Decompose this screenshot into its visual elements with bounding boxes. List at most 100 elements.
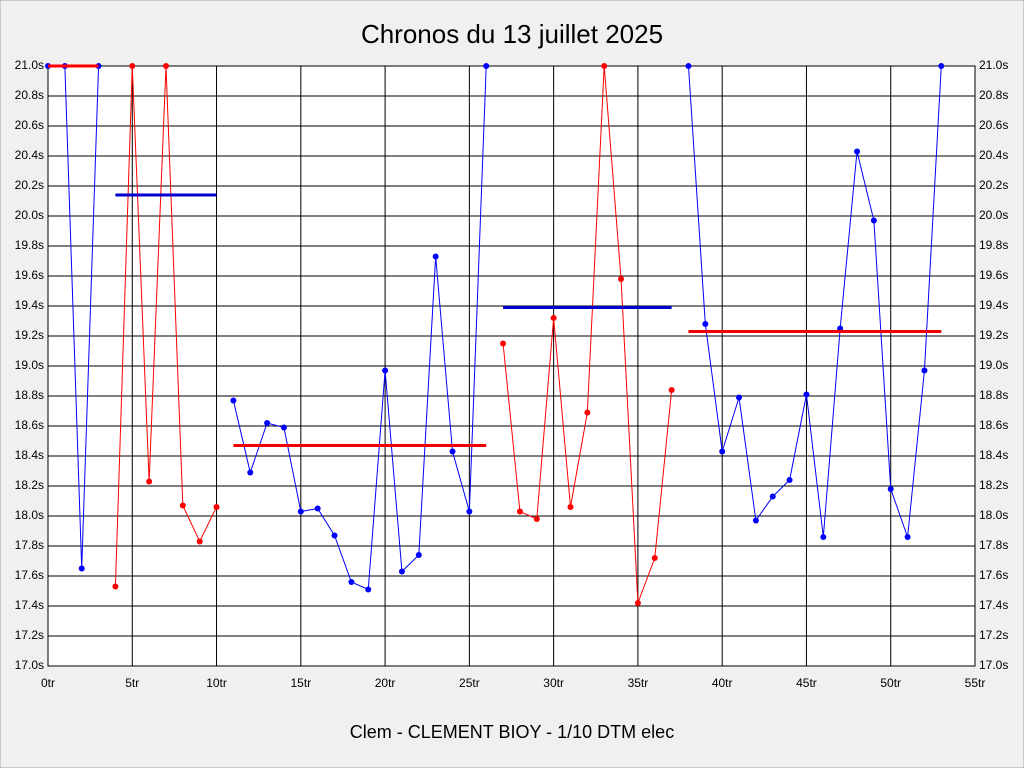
- data-point: [415, 552, 422, 558]
- y-tick-label: 18.0s: [15, 508, 44, 522]
- x-tick-label: 45tr: [796, 676, 817, 690]
- y-tick-label: 18.8s: [15, 388, 44, 402]
- y-tick-label: 20.0s: [15, 208, 44, 222]
- x-tick-label: 50tr: [880, 676, 901, 690]
- data-point: [769, 493, 776, 500]
- y-tick-label: 20.8s: [15, 88, 44, 102]
- y2-tick-label: 20.4s: [979, 148, 1008, 162]
- data-point: [651, 555, 658, 561]
- data-point: [567, 504, 574, 510]
- data-point: [938, 63, 945, 69]
- y2-tick-label: 18.8s: [979, 388, 1008, 402]
- y2-tick-label: 19.8s: [979, 238, 1008, 252]
- data-point: [870, 217, 877, 224]
- data-point: [702, 321, 709, 327]
- data-point: [196, 538, 203, 545]
- y-tick-label: 20.4s: [15, 148, 44, 162]
- data-point: [432, 253, 439, 260]
- y2-tick-label: 18.4s: [979, 448, 1008, 462]
- y-tick-label: 18.4s: [15, 448, 44, 462]
- x-tick-label: 10tr: [206, 676, 227, 690]
- y2-tick-label: 18.2s: [979, 478, 1008, 492]
- data-point: [129, 63, 136, 69]
- data-point: [550, 315, 557, 321]
- data-point: [533, 516, 540, 522]
- y2-tick-label: 20.0s: [979, 208, 1008, 222]
- x-tick-label: 25tr: [459, 676, 480, 690]
- data-point: [331, 532, 338, 539]
- data-point: [634, 600, 641, 606]
- data-point: [668, 387, 675, 393]
- data-point: [516, 508, 523, 515]
- data-point: [854, 148, 861, 155]
- y-tick-label: 19.6s: [15, 268, 44, 282]
- y-tick-label: 17.0s: [15, 658, 44, 672]
- data-point: [162, 63, 169, 69]
- data-point: [803, 391, 810, 398]
- data-point: [213, 504, 220, 510]
- data-point: [752, 517, 759, 524]
- data-point: [921, 367, 928, 374]
- y2-tick-label: 19.2s: [979, 328, 1008, 342]
- plot-border: [47, 65, 976, 667]
- y-tick-label: 19.2s: [15, 328, 44, 342]
- data-point: [365, 586, 372, 593]
- data-point: [719, 448, 726, 455]
- data-point: [264, 420, 271, 426]
- y2-tick-label: 19.0s: [979, 358, 1008, 372]
- data-point: [297, 508, 304, 515]
- x-tick-label: 0tr: [41, 676, 55, 690]
- x-tick-label: 55tr: [965, 676, 986, 690]
- y-tick-label: 17.8s: [15, 538, 44, 552]
- y2-tick-label: 18.6s: [979, 418, 1008, 432]
- data-point: [146, 478, 153, 485]
- data-point: [314, 505, 321, 512]
- y2-tick-label: 17.4s: [979, 598, 1008, 612]
- y-tick-label: 17.2s: [15, 628, 44, 642]
- data-point: [685, 63, 692, 69]
- data-point: [280, 424, 287, 431]
- x-tick-label: 20tr: [375, 676, 396, 690]
- y-tick-label: 21.0s: [15, 58, 44, 72]
- x-tick-label: 35tr: [628, 676, 649, 690]
- y-tick-label: 20.6s: [15, 118, 44, 132]
- y2-tick-label: 17.6s: [979, 568, 1008, 582]
- y2-tick-label: 20.8s: [979, 88, 1008, 102]
- data-point: [500, 340, 507, 347]
- y2-tick-label: 17.2s: [979, 628, 1008, 642]
- y2-tick-label: 19.4s: [979, 298, 1008, 312]
- data-point: [398, 568, 405, 575]
- data-point: [230, 397, 237, 404]
- data-point: [820, 534, 827, 540]
- series-line: [232, 65, 487, 591]
- data-point: [736, 394, 743, 401]
- data-point: [382, 367, 389, 374]
- x-tick-label: 30tr: [543, 676, 564, 690]
- y-tick-label: 17.6s: [15, 568, 44, 582]
- y-tick-label: 19.4s: [15, 298, 44, 312]
- data-point: [786, 477, 793, 483]
- chart-subtitle: Clem - CLEMENT BIOY - 1/10 DTM elec: [350, 722, 674, 742]
- y-tick-label: 19.8s: [15, 238, 44, 252]
- y-tick-label: 19.0s: [15, 358, 44, 372]
- y2-tick-label: 21.0s: [979, 58, 1008, 72]
- data-point: [78, 565, 85, 572]
- data-point: [247, 469, 254, 476]
- y-tick-label: 18.2s: [15, 478, 44, 492]
- x-tick-label: 5tr: [125, 676, 139, 690]
- y2-tick-label: 20.2s: [979, 178, 1008, 192]
- series-line: [687, 65, 942, 538]
- data-point: [601, 63, 608, 69]
- data-point: [904, 534, 911, 540]
- x-tick-label: 15tr: [290, 676, 311, 690]
- data-point: [348, 579, 355, 585]
- y-tick-label: 18.6s: [15, 418, 44, 432]
- data-point: [449, 448, 456, 455]
- data-point: [179, 502, 186, 509]
- y2-tick-label: 20.6s: [979, 118, 1008, 132]
- data-point: [483, 63, 490, 69]
- data-point: [618, 276, 625, 282]
- y2-tick-label: 18.0s: [979, 508, 1008, 522]
